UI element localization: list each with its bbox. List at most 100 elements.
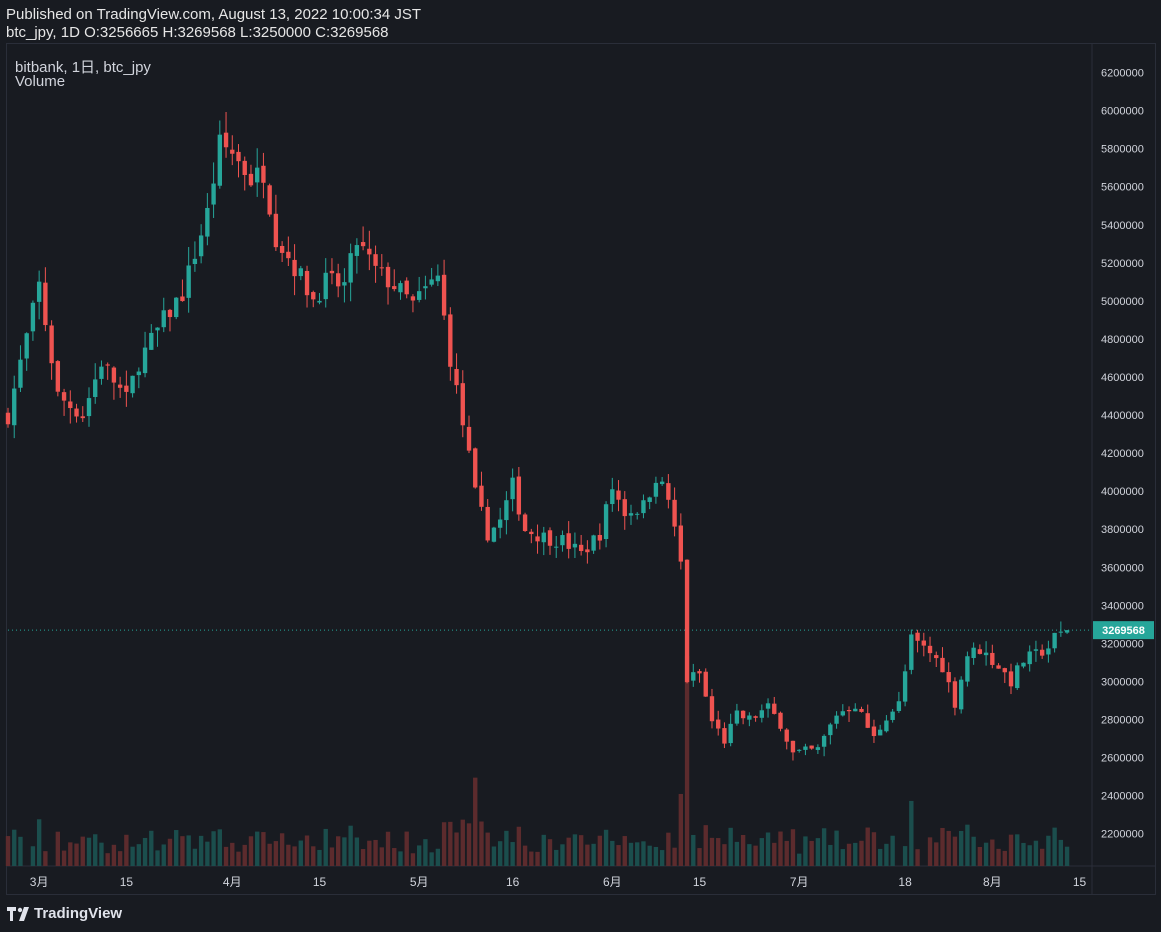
candle[interactable]: [18, 345, 23, 393]
candle[interactable]: [753, 715, 758, 722]
candle[interactable]: [317, 293, 322, 305]
candle[interactable]: [392, 269, 397, 292]
candle[interactable]: [360, 226, 366, 251]
candle[interactable]: [722, 722, 727, 749]
candle[interactable]: [921, 632, 926, 657]
candle[interactable]: [142, 331, 148, 378]
candle[interactable]: [1064, 630, 1070, 634]
candle[interactable]: [267, 183, 272, 217]
candle[interactable]: [1002, 667, 1007, 684]
candle[interactable]: [198, 224, 204, 264]
candle[interactable]: [1027, 645, 1032, 672]
candle[interactable]: [890, 709, 895, 723]
candle[interactable]: [1033, 640, 1039, 662]
candle[interactable]: [709, 688, 715, 729]
candle[interactable]: [865, 704, 870, 729]
candle[interactable]: [628, 504, 634, 525]
candle[interactable]: [728, 713, 733, 747]
candle[interactable]: [230, 135, 235, 166]
candle[interactable]: [236, 144, 241, 178]
candle[interactable]: [566, 521, 571, 559]
candle[interactable]: [354, 238, 360, 274]
candle[interactable]: [803, 743, 808, 756]
candle[interactable]: [591, 534, 596, 554]
candle[interactable]: [398, 280, 403, 300]
candle[interactable]: [174, 297, 179, 320]
candle[interactable]: [261, 152, 266, 199]
candle[interactable]: [672, 487, 677, 537]
candle[interactable]: [778, 711, 783, 732]
candle[interactable]: [336, 263, 341, 298]
candle[interactable]: [454, 353, 459, 394]
candle[interactable]: [416, 276, 422, 303]
candle[interactable]: [429, 267, 434, 287]
candle[interactable]: [740, 710, 746, 725]
candle[interactable]: [1046, 640, 1051, 663]
candle[interactable]: [273, 194, 279, 252]
candle[interactable]: [977, 644, 983, 655]
candle[interactable]: [983, 641, 989, 666]
candle[interactable]: [516, 466, 522, 521]
candle[interactable]: [896, 691, 902, 713]
candle[interactable]: [192, 241, 198, 272]
candle[interactable]: [329, 258, 335, 285]
candle[interactable]: [1021, 662, 1026, 669]
candle[interactable]: [304, 265, 310, 308]
candle[interactable]: [286, 236, 291, 266]
candle[interactable]: [603, 501, 609, 548]
candle[interactable]: [990, 644, 995, 669]
candle[interactable]: [485, 499, 490, 543]
candle[interactable]: [117, 376, 123, 398]
candle[interactable]: [934, 651, 939, 668]
candle[interactable]: [211, 162, 216, 218]
candle[interactable]: [491, 526, 497, 543]
candle[interactable]: [915, 629, 920, 653]
candle[interactable]: [1015, 662, 1020, 690]
candle[interactable]: [622, 491, 627, 530]
candle[interactable]: [846, 706, 852, 722]
candle[interactable]: [367, 230, 372, 271]
candle[interactable]: [878, 724, 883, 736]
candle[interactable]: [43, 267, 48, 332]
candle[interactable]: [292, 244, 297, 296]
candle[interactable]: [809, 745, 814, 750]
candle[interactable]: [541, 526, 546, 556]
candle[interactable]: [342, 268, 347, 303]
candle[interactable]: [641, 494, 646, 519]
candle[interactable]: [279, 241, 285, 263]
candle[interactable]: [653, 476, 659, 504]
candle[interactable]: [958, 676, 964, 714]
candle[interactable]: [373, 245, 378, 283]
candle[interactable]: [790, 740, 796, 761]
candle[interactable]: [884, 715, 889, 733]
candle[interactable]: [423, 275, 428, 300]
candle[interactable]: [759, 704, 764, 723]
candle[interactable]: [80, 406, 85, 422]
candle[interactable]: [460, 370, 465, 438]
candle[interactable]: [74, 403, 79, 423]
candle[interactable]: [473, 447, 478, 489]
candle[interactable]: [448, 307, 453, 381]
candle[interactable]: [971, 642, 976, 665]
candle[interactable]: [30, 300, 36, 341]
candle[interactable]: [441, 259, 447, 320]
candle[interactable]: [24, 332, 29, 371]
candle[interactable]: [1039, 644, 1045, 659]
candle[interactable]: [61, 388, 67, 416]
candle[interactable]: [348, 243, 353, 302]
candle[interactable]: [996, 663, 1001, 669]
candle[interactable]: [99, 360, 104, 385]
candle[interactable]: [149, 324, 154, 350]
candle[interactable]: [479, 471, 484, 511]
candle[interactable]: [952, 677, 958, 716]
candle[interactable]: [610, 477, 615, 512]
candle[interactable]: [167, 308, 173, 332]
candle[interactable]: [49, 320, 54, 380]
candle[interactable]: [379, 254, 384, 276]
candle[interactable]: [111, 366, 117, 400]
candle[interactable]: [635, 512, 640, 520]
candle[interactable]: [572, 532, 578, 559]
candle[interactable]: [697, 668, 702, 683]
candle[interactable]: [410, 294, 416, 313]
